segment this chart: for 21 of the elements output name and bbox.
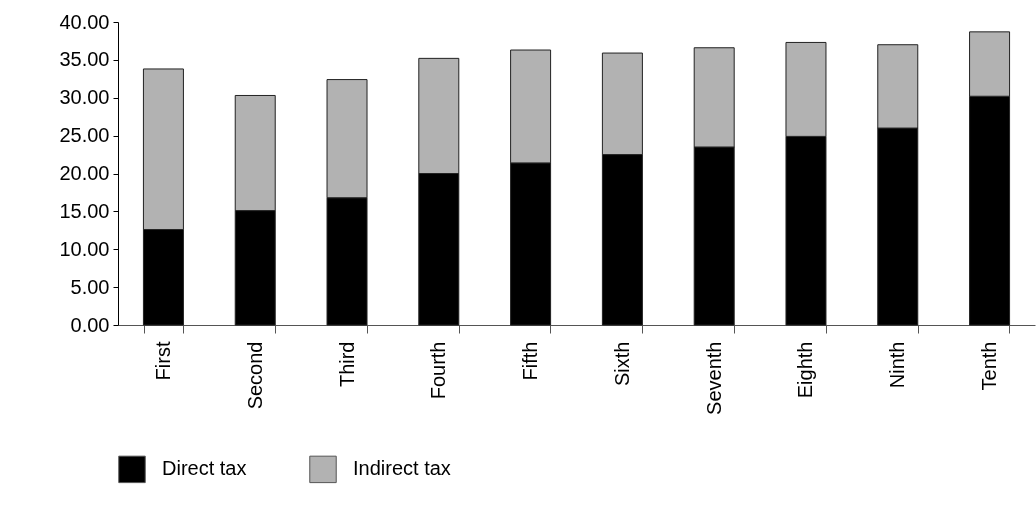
- x-tick-label: Ninth: [886, 341, 909, 389]
- y-tick-label: 40.00: [59, 10, 110, 33]
- y-tick-label: 10.00: [59, 237, 110, 260]
- x-tick-label: Second: [243, 341, 266, 410]
- x-tick-label: Third: [335, 341, 358, 388]
- x-tick-label: Eighth: [794, 341, 817, 399]
- x-tick-label: Seventh: [702, 341, 725, 415]
- y-tick-label: 5.00: [70, 275, 110, 298]
- y-tick-label: 25.00: [59, 124, 110, 147]
- y-tick-label: 0.00: [70, 313, 110, 336]
- legend-label: Indirect tax: [353, 457, 451, 480]
- y-tick-label: 20.00: [59, 162, 110, 184]
- y-tick-label: 15.00: [59, 199, 110, 222]
- y-tick-label: 30.00: [59, 86, 110, 109]
- x-tick-label: First: [151, 341, 174, 381]
- legend-label: Direct tax: [162, 457, 247, 480]
- x-tick-label: Tenth: [978, 341, 1001, 391]
- x-tick-label: Fourth: [427, 341, 450, 400]
- x-tick-label: Fifth: [519, 341, 542, 381]
- x-tick-label: Sixth: [610, 341, 633, 386]
- y-tick-label: 35.00: [59, 48, 110, 71]
